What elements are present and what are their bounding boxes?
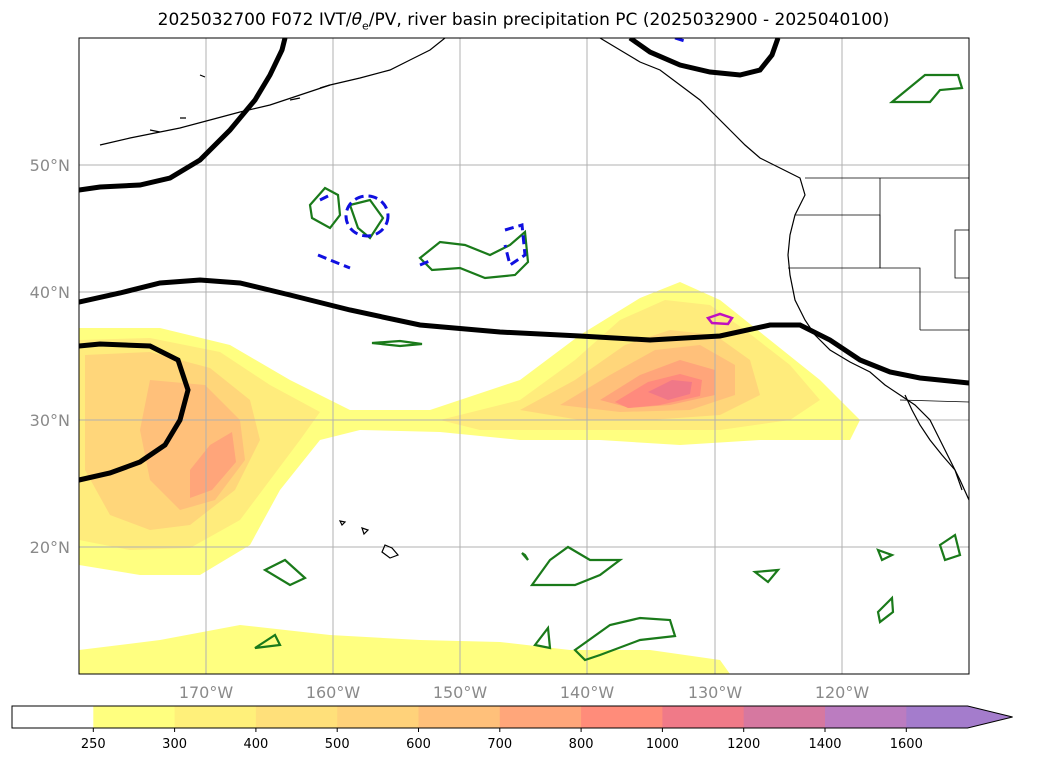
coastlines [99,38,969,559]
colorbar-segment-4 [337,706,419,728]
pv-contour-6 [529,545,624,587]
plot-frame [78,37,970,675]
colorbar-segment-8 [662,706,745,728]
colorbar-segment-0 [12,706,94,728]
title-suffix: /PV, river basin precipitation PC (20250… [368,10,890,30]
pv-contour-10 [752,568,781,584]
lon-label-140w: 140°W [560,683,615,702]
lon-label-160w: 160°W [306,683,361,702]
lat-label-50n: 50°N [30,156,70,175]
colorbar-label-1600: 1600 [890,737,923,752]
pv-contour-15 [521,552,529,561]
colorbar-segment-5 [418,706,501,728]
hawaii-maui [361,527,370,536]
lat-label-30n: 30°N [30,411,70,430]
state-borders [788,177,969,403]
pv-contour-13 [876,595,895,624]
colorbar-label-1400: 1400 [808,737,841,752]
colorbar-label-400: 400 [243,737,268,752]
colorbar-outline [11,705,1013,729]
colorbar-segment-11 [906,706,1013,728]
alaska-panhandle-coast [599,38,969,501]
pv-contour-1 [308,186,342,230]
utah-border [954,229,969,279]
theta-e-contour-south [79,341,191,483]
colorbar-label-700: 700 [487,737,512,752]
lat-label-40n: 40°N [30,283,70,302]
theta-e-contour-north [79,38,288,193]
nevada-border [880,267,921,330]
hawaii-oahu [338,520,347,527]
ivt-level-600 [190,432,236,498]
pv-negative-2 [317,193,351,270]
colorbar-segment-2 [174,706,257,728]
lon-labels: 170°W 160°W 150°W 140°W 130°W 120°W [179,683,870,702]
pv-negative-5 [674,38,689,44]
pv-contour-2 [348,198,385,240]
pv-negative-4 [419,258,433,267]
pv-negative-contours [317,38,689,270]
pv-contour-3 [418,229,530,280]
colorbar-segment-6 [499,706,582,728]
lon-label-130w: 130°W [688,683,743,702]
lat-label-20n: 20°N [30,538,70,557]
colorbar-label-300: 300 [162,737,187,752]
pv-contours [254,73,964,662]
title-theta-sub: e [362,19,369,33]
baja-coast [904,394,963,491]
alaska-coast [99,38,446,146]
colorbar-label-1000: 1000 [646,737,679,752]
hawaii-big-island [381,544,400,559]
pv-negative-3 [503,223,527,268]
lon-label-170w: 170°W [179,683,234,702]
pv-contour-4 [888,73,964,104]
colorbar-label-600: 600 [406,737,431,752]
ivt-level-1000-east [648,380,692,400]
ivt-level-250-south [79,625,730,674]
colorbar-label-500: 500 [325,737,350,752]
california-mexico-border [899,399,969,403]
pv-negative-1 [344,194,390,238]
gridlines [79,38,969,674]
pv-contour-5 [371,339,423,348]
precip-pc-contour [705,312,734,326]
theta-e-contours [79,38,969,483]
pv-contour-14 [533,625,552,650]
colorbar-segment-10 [825,706,907,728]
colorbar-segment-7 [581,706,663,728]
aleutian-islands [149,74,331,133]
title-prefix: 2025032700 F072 IVT/ [157,10,352,30]
pv-contour-11 [938,533,962,562]
pv-contour-8 [262,558,307,587]
colorbar-segment-3 [255,706,338,728]
colorbar-segment-1 [93,706,176,728]
title-theta: θ [351,10,362,30]
theta-e-contour-middle [79,277,969,386]
lon-label-120w: 120°W [815,683,870,702]
colorbar-label-1200: 1200 [727,737,760,752]
ivt-shading [79,282,860,674]
theta-e-contour-northeast [628,38,781,78]
pv-contour-12 [876,548,895,562]
lat-labels: 20°N 30°N 40°N 50°N [30,156,70,557]
pv-contour-7 [573,616,677,662]
colorbar: 250 300 400 500 600 700 800 1000 1200 1400 1600 [11,705,1013,752]
lon-label-150w: 150°W [433,683,488,702]
colorbar-label-800: 800 [569,737,594,752]
pv-contour-9 [254,633,282,650]
map-plot-area [79,38,969,674]
colorbar-label-250: 250 [81,737,106,752]
colorbar-segment-9 [743,706,826,728]
map-title: 2025032700 F072 IVT/θe/PV, river basin p… [0,10,1047,32]
